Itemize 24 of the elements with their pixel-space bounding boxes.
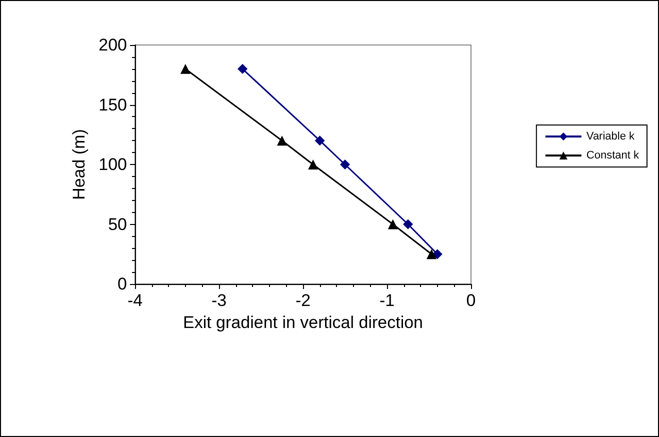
- y-tick-label: 200: [98, 36, 127, 54]
- point: [314, 136, 325, 146]
- legend-label: Variable k: [586, 130, 636, 142]
- point: [426, 249, 437, 260]
- point: [432, 249, 442, 260]
- point: [308, 160, 318, 170]
- x-tick-label: -4: [127, 291, 143, 310]
- y-axis-title: Head (m): [70, 129, 89, 200]
- point: [388, 219, 398, 230]
- y-tick-label: 150: [98, 95, 127, 114]
- point: [277, 136, 287, 146]
- legend-label: Constant k: [586, 150, 640, 162]
- x-tick-label: 0: [466, 291, 476, 310]
- x-tick-label: -1: [379, 291, 395, 310]
- x-axis-title: Exit gradient in vertical direction: [182, 313, 424, 332]
- y-tick-label: 100: [98, 155, 127, 174]
- point: [340, 160, 350, 170]
- point: [180, 64, 190, 74]
- y-tick-label: 0: [118, 274, 127, 294]
- y-tick-label: 50: [108, 214, 127, 234]
- x-tick-label: -2: [295, 291, 311, 310]
- x-tick-label: -3: [211, 291, 227, 310]
- point: [238, 64, 248, 74]
- point: [403, 219, 413, 230]
